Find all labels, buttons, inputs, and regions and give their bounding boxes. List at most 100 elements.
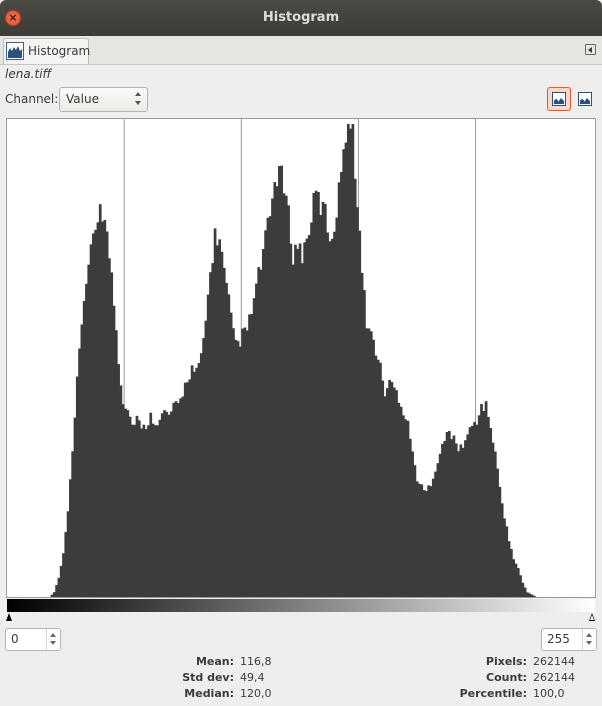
logarithmic-histogram-button[interactable] <box>573 87 597 111</box>
histogram-bar <box>519 575 522 597</box>
histogram-bar <box>142 424 146 597</box>
histogram-bar <box>156 425 159 597</box>
histogram-bar <box>468 427 472 597</box>
histogram-bar <box>151 423 155 597</box>
histogram-bar <box>179 398 182 597</box>
histogram-bar <box>80 324 84 597</box>
histogram-bar <box>273 182 277 597</box>
tab-histogram[interactable]: Histogram <box>3 38 90 64</box>
histogram-bar <box>126 410 130 597</box>
histogram-bar <box>383 396 387 597</box>
histogram-bar <box>425 491 428 597</box>
histogram-bar <box>305 238 309 597</box>
histogram-bar <box>358 230 362 597</box>
range-high-value: 255 <box>547 632 570 646</box>
histogram-bar <box>422 490 426 597</box>
histogram-bar <box>266 217 270 597</box>
histogram-bar <box>521 582 525 597</box>
histogram-view[interactable] <box>6 118 596 598</box>
histogram-bar <box>135 415 139 597</box>
histogram-bar <box>303 242 306 597</box>
histogram-bar <box>176 403 180 597</box>
histogram-bar <box>379 362 382 597</box>
histogram-bar <box>436 463 440 597</box>
histogram-bar <box>261 248 265 597</box>
histogram-bar <box>296 248 300 597</box>
stat-value: 262144 <box>533 655 575 668</box>
histogram-bar <box>349 128 352 597</box>
histogram-bar <box>280 165 284 597</box>
histogram-bar <box>73 417 77 597</box>
histogram-bar <box>330 238 334 597</box>
channel-select[interactable]: Value <box>59 87 148 112</box>
low-range-handle[interactable] <box>6 613 12 621</box>
stat-percentile: Percentile: <box>0 686 527 702</box>
histogram-bar <box>144 429 148 597</box>
histogram-bar <box>206 294 210 597</box>
histogram-bar <box>50 594 54 597</box>
histogram-bar <box>222 267 226 597</box>
histogram-bar <box>78 348 81 597</box>
histogram-bar <box>259 269 263 597</box>
histogram-bar <box>163 410 166 597</box>
histogram-bar <box>245 330 249 597</box>
histogram-bar <box>415 481 419 597</box>
stat-label: Pixels: <box>485 655 527 668</box>
value-gradient-bar <box>7 599 595 612</box>
histogram-bar <box>98 204 102 597</box>
range-low-spinbutton[interactable]: 0 <box>5 628 61 651</box>
histogram-bar <box>448 431 451 597</box>
histogram-bar <box>475 424 479 597</box>
spin-arrows-icon[interactable] <box>46 629 60 650</box>
histogram-bar <box>452 435 456 597</box>
histogram-bar <box>356 207 359 597</box>
histogram-bar <box>105 231 109 597</box>
linear-histogram-button[interactable] <box>547 87 571 111</box>
histogram-bar <box>124 408 127 597</box>
histogram-bar <box>197 363 201 597</box>
histogram-bar <box>493 451 497 597</box>
histogram-bar <box>406 420 410 597</box>
tab-menu-icon[interactable] <box>585 44 596 55</box>
histogram-bar <box>289 243 293 597</box>
histogram-bar <box>480 403 483 597</box>
histogram-bar <box>236 341 240 597</box>
histogram-bar <box>477 415 481 597</box>
histogram-bar <box>89 244 93 597</box>
histogram-bar <box>532 595 536 597</box>
histogram-bar <box>365 328 369 597</box>
histogram-bar <box>427 485 431 597</box>
histogram-bar <box>312 192 316 597</box>
histogram-bar <box>344 142 348 597</box>
histogram-bar <box>385 388 389 597</box>
histogram-bar <box>140 428 143 597</box>
spin-arrows-icon[interactable] <box>582 629 596 650</box>
histogram-bar <box>211 263 215 597</box>
histogram-bar <box>482 411 486 597</box>
histogram-bar <box>464 440 467 597</box>
histogram-bar <box>154 425 157 597</box>
histogram-bar <box>445 432 449 597</box>
high-range-handle[interactable] <box>589 613 595 621</box>
histogram-bar <box>335 217 339 597</box>
histogram-bar <box>507 541 511 597</box>
title-bar: × Histogram <box>0 0 602 36</box>
histogram-bar <box>209 272 212 597</box>
histogram-bar <box>411 451 414 597</box>
histogram-bar <box>181 396 185 597</box>
range-high-spinbutton[interactable]: 255 <box>541 628 597 651</box>
histogram-bar <box>66 511 70 597</box>
histogram-bar <box>510 549 513 597</box>
histogram-bar <box>137 420 141 597</box>
histogram-bar <box>470 425 474 597</box>
histogram-bar <box>473 421 476 597</box>
close-icon[interactable]: × <box>5 10 21 26</box>
histogram-bar <box>147 425 150 597</box>
histogram-bar <box>264 230 267 597</box>
histogram-bar <box>429 486 433 597</box>
histogram-bar <box>360 272 364 597</box>
histogram-bar <box>218 239 222 597</box>
histogram-bar <box>75 376 79 597</box>
histogram-bar <box>351 124 355 597</box>
histogram-bar <box>420 484 424 597</box>
